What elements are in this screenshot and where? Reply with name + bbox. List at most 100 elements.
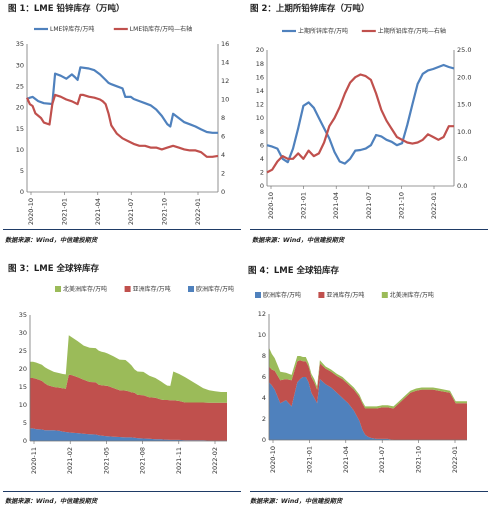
chart4-legend-label: 北美洲库存/万吨 [390,291,434,299]
chart2-y-right-tick: 0.0 [457,182,467,190]
chart1-series-line-1 [25,93,219,158]
shfe-lead-zinc-inventory-chart: 0 2 4 6 8 10 12 14 16 18 20 0.0 5.0 10.0 15.0 20.0 25.0 2… [256,27,472,219]
chart4-legend-label: 亚洲库存/万吨 [326,291,364,299]
chart1-y-left-tick: 5 [20,167,24,175]
chart3-x-tick: 2021-11 [175,447,183,474]
chart3-legend-swatch [188,286,194,292]
chart2-x-tick: 2021-04 [332,192,340,219]
chart3-x-tick: 2021-02 [66,447,74,474]
chart2-y-left-tick: 12 [256,101,264,109]
chart3-y-tick: 35 [19,311,27,319]
chart4-y-tick: 12 [258,310,266,318]
chart3-legend-label: 北美洲库存/万吨 [63,285,107,293]
chart1-y-left-tick: 20 [16,104,24,112]
chart3-y-tick: 20 [19,365,27,373]
chart2-source: 数据来源：Wind，中信建投期货 [252,237,345,244]
chart3-y-tick: 5 [23,419,27,427]
chart1-x-tick: 2021-04 [94,198,102,225]
chart2-y-right-tick: 25.0 [457,46,471,54]
divider-rule [3,491,241,492]
chart1-y-right-tick: 6 [221,133,225,141]
chart4-x-tick: 2021-10 [415,446,423,473]
chart4-legend-label: 欧洲库存/万吨 [263,291,301,299]
lme-global-lead-inventory-chart: 0 2 4 6 8 10 12 2020-10 2021-01 2021-04 2021-07 202… [255,291,467,473]
chart2-y-left-tick: 14 [256,87,264,95]
divider-rule [3,229,241,230]
chart2-y-left-tick: 4 [260,155,264,163]
chart2-y-left-tick: 10 [256,114,264,122]
chart1-y-right-tick: 8 [221,114,225,122]
chart3-area-0 [30,428,227,441]
chart1-y-left-tick: 0 [20,188,24,196]
chart2-y-right-tick: 15.0 [457,101,471,109]
chart2-x-tick: 2021-10 [397,192,405,219]
chart2-title: 图 2：上期所铅锌库存（万吨） [250,4,370,14]
chart3-legend-swatch [55,286,61,292]
chart2-y-left-tick: 6 [260,141,264,149]
chart4-legend-swatch [381,292,388,298]
chart2-y-left-tick: 0 [260,182,264,190]
chart3-area-1 [30,374,227,441]
chart1-y-right-tick: 14 [221,59,229,67]
chart2-x-tick: 2020-10 [267,192,275,219]
chart3-y-tick: 15 [19,383,27,391]
chart3-y-tick: 30 [19,329,27,337]
chart1-y-right-tick: 12 [221,77,229,85]
chart4-title: 图 4：LME 全球铅库存 [248,266,340,276]
chart4-y-tick: 6 [262,373,266,381]
chart2-x-tick: 2021-07 [365,192,373,219]
chart2-y-left-tick: 8 [260,128,264,136]
chart2-series-line-1 [266,73,454,174]
divider-rule [250,229,488,230]
chart1-source: 数据来源：Wind，中信建投期货 [5,237,98,244]
chart2-y-right-tick: 10.0 [457,128,471,136]
chart1-y-left-tick: 10 [16,146,24,154]
chart3-y-tick: 25 [19,347,27,355]
chart1-y-right-tick: 0 [221,188,225,196]
chart1-x-tick: 2022-01 [194,198,202,225]
chart4-area-0 [269,377,467,440]
chart1-x-tick: 2021-01 [60,198,68,225]
chart4-y-tick: 2 [262,415,266,423]
chart4-x-tick: 2020-10 [269,446,277,473]
chart2-x-tick: 2021-01 [300,192,308,219]
chart1-y-right-tick: 16 [221,40,229,48]
chart2-legend-label: 上期所铅库存/万吨—右轴 [378,27,446,35]
chart2-y-right-tick: 5.0 [457,155,467,163]
chart3-x-tick: 2021-08 [139,447,147,474]
chart4-source: 数据来源：Wind，中信建投期货 [250,498,343,505]
chart2-y-left-tick: 16 [256,73,264,81]
chart1-y-right-tick: 4 [221,151,225,159]
chart3-legend-label: 欧洲库存/万吨 [196,285,234,293]
divider-rule [250,491,488,492]
lme-global-zinc-inventory-chart: 0 5 10 15 20 25 30 35 2020-11 2021-02 2021-05 2021-… [19,285,234,474]
chart4-y-tick: 8 [262,352,266,360]
chart3-source: 数据来源：Wind，中信建投期货 [5,498,98,505]
chart4-y-tick: 0 [262,436,266,444]
chart2-x-tick: 2022-01 [430,192,438,219]
chart1-legend-label: LME铅库存/万吨—右轴 [130,25,192,33]
chart4-y-tick: 4 [262,394,266,402]
chart3-x-tick: 2022-02 [211,447,219,474]
chart1-x-tick: 2021-10 [161,198,169,225]
chart4-legend-swatch [318,292,325,298]
chart4-area-1 [269,360,467,440]
chart2-y-left-tick: 18 [256,60,264,68]
chart3-legend-label: 亚洲库存/万吨 [133,285,171,293]
chart4-legend-swatch [255,292,261,298]
chart2-y-left-tick: 20 [256,46,264,54]
chart1-x-tick: 2020-10 [27,198,35,225]
chart3-area-2 [30,335,227,403]
chart4-x-tick: 2022-01 [451,446,459,473]
chart2-y-right-tick: 20.0 [457,73,471,81]
chart1-x-tick: 2021-07 [127,198,135,225]
chart4-x-tick: 2021-04 [342,446,350,473]
chart3-x-tick: 2021-05 [102,447,110,474]
chart2-y-left-tick: 2 [260,169,264,177]
chart1-y-right-tick: 2 [221,170,225,178]
chart3-legend-swatch [124,286,131,292]
chart1-y-left-tick: 15 [16,125,24,133]
chart4-x-tick: 2021-07 [378,446,386,473]
lme-lead-zinc-inventory-chart: 0 5 10 15 20 25 30 35 0 2 4 6 8 10 12 14 16 2020-10 2021-0… [16,25,230,225]
chart4-x-tick: 2021-01 [305,446,313,473]
